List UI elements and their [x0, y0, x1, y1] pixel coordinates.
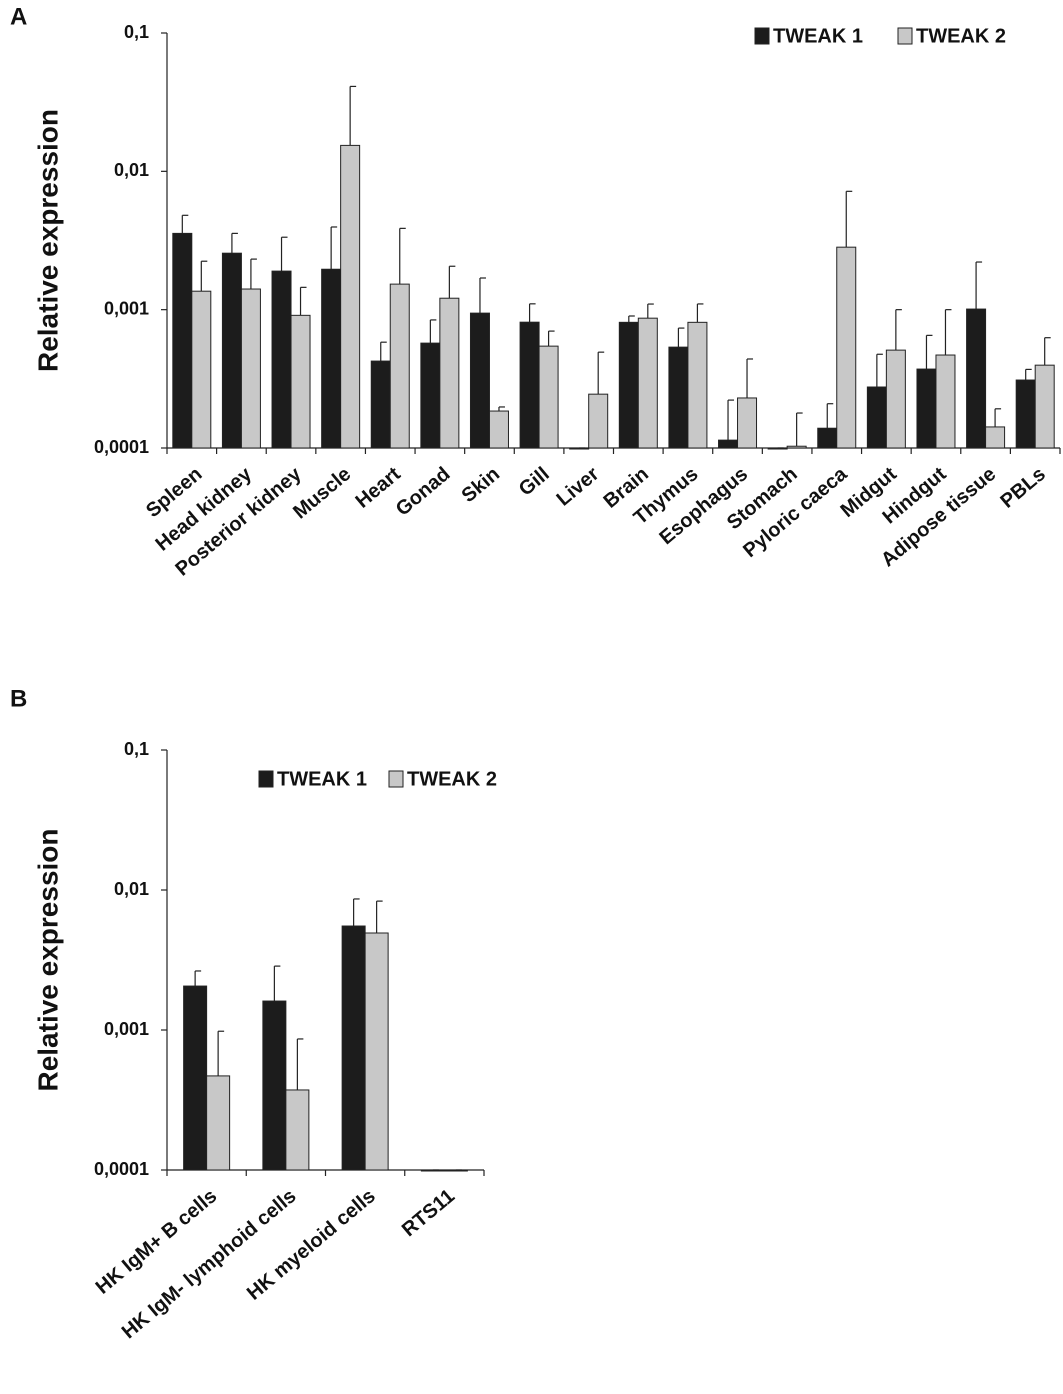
bar — [340, 144, 361, 449]
bar — [240, 288, 261, 449]
y-axis-label: Relative expression — [32, 828, 63, 1091]
x-tick-label: Gonad — [392, 463, 455, 521]
y-tick-label: 0,01 — [114, 160, 149, 180]
bar — [290, 314, 311, 449]
legend-label: TWEAK 1 — [773, 25, 863, 47]
bar — [389, 283, 410, 449]
bar — [183, 985, 208, 1171]
legend-swatch — [897, 27, 913, 45]
legend-label: TWEAK 2 — [916, 25, 1006, 47]
legend-swatch — [388, 770, 404, 788]
bar — [538, 345, 559, 449]
y-tick-label: 0,0001 — [94, 1159, 149, 1179]
bar — [439, 297, 460, 449]
legend-swatch — [754, 27, 770, 45]
panel-label: B — [10, 685, 27, 712]
bar — [191, 290, 212, 449]
bar — [420, 342, 441, 449]
y-axis-label: Relative expression — [32, 109, 63, 372]
bar — [262, 1000, 287, 1171]
y-tick-label: 0,1 — [124, 739, 149, 759]
legend-label: TWEAK 2 — [407, 768, 497, 790]
bar — [885, 349, 906, 449]
bar — [285, 1089, 310, 1171]
y-tick-label: 0,1 — [124, 22, 149, 42]
x-tick-label: Liver — [553, 463, 604, 511]
bar — [370, 360, 391, 449]
bar — [836, 246, 857, 449]
x-tick-label: Gill — [515, 463, 554, 501]
bar — [321, 268, 342, 449]
bar — [271, 270, 292, 449]
bar — [637, 317, 658, 449]
bar — [916, 368, 937, 449]
y-tick-label: 0,001 — [104, 298, 149, 318]
bar — [1015, 379, 1036, 449]
bar — [668, 346, 689, 449]
x-tick-label: PBLs — [996, 463, 1049, 513]
bar — [866, 386, 887, 449]
y-tick-label: 0,001 — [104, 1019, 149, 1039]
x-tick-label: Skin — [458, 463, 505, 507]
bar — [618, 321, 639, 449]
bar — [364, 932, 389, 1171]
legend-swatch — [258, 770, 274, 788]
panel-label: A — [10, 3, 27, 30]
bar — [221, 252, 242, 449]
legend-label: TWEAK 1 — [277, 768, 367, 790]
bar — [985, 426, 1006, 449]
bar — [488, 410, 509, 449]
bar — [817, 427, 838, 449]
bar — [172, 232, 193, 449]
bar — [786, 445, 807, 449]
bar — [1034, 364, 1055, 449]
bar — [935, 354, 956, 449]
bar — [966, 308, 987, 449]
bar — [341, 925, 366, 1171]
x-tick-label: RTS11 — [398, 1185, 459, 1241]
bar — [519, 321, 540, 449]
bar — [687, 321, 708, 449]
y-tick-label: 0,0001 — [94, 437, 149, 457]
bar — [718, 439, 739, 449]
y-tick-label: 0,01 — [114, 879, 149, 899]
bar — [588, 393, 609, 449]
bar — [469, 312, 490, 449]
bar — [737, 397, 758, 449]
bar — [206, 1075, 231, 1171]
